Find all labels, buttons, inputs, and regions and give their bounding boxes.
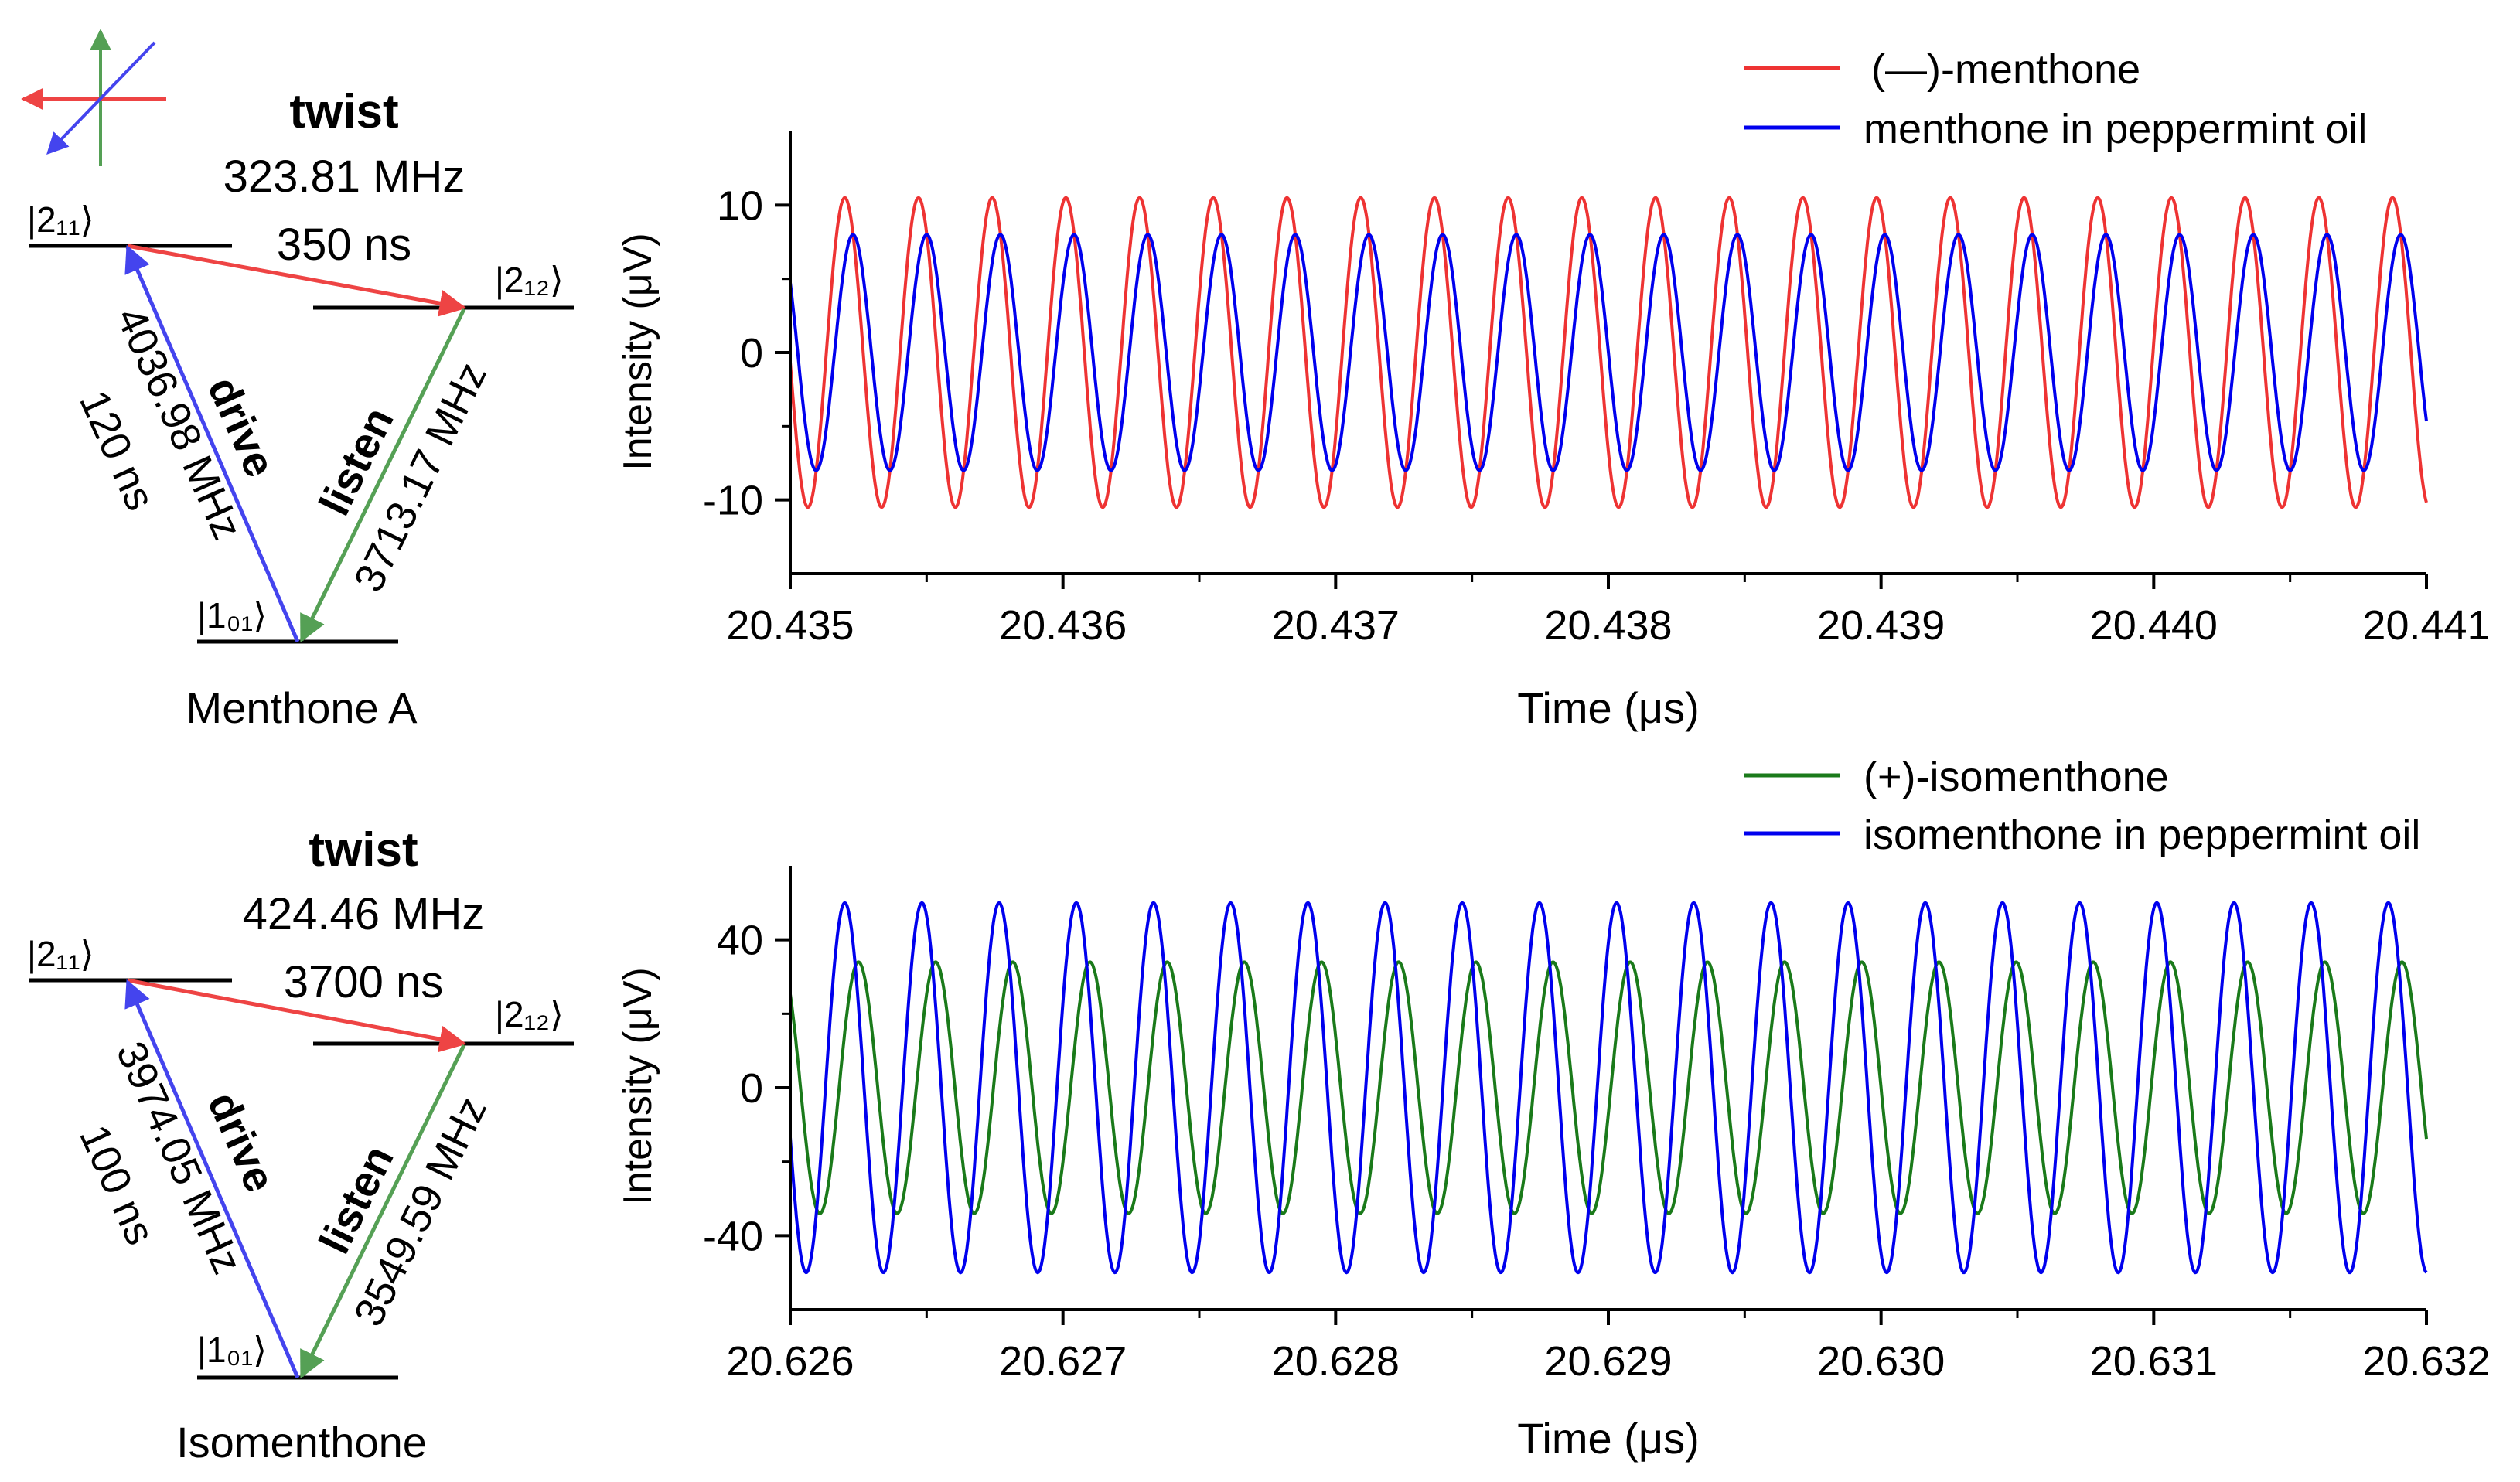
- x-tick-label: 20.440: [2090, 602, 2218, 649]
- x-tick-label: 20.631: [2090, 1338, 2218, 1385]
- axes-orientation-icon: [21, 29, 166, 166]
- y-tick-label: 40: [717, 918, 763, 964]
- y-tick-label: 0: [740, 1065, 763, 1112]
- series-line-0: [789, 196, 2428, 509]
- x-tick-label: 20.438: [1544, 602, 1672, 649]
- chart-isomenthone: 20.626 20.627 20.628 20.629 20.630 20.631 20.6…: [616, 754, 2491, 1463]
- twist-label: twist: [289, 85, 398, 138]
- legend-label-peppermint: isomenthone in peppermint oil: [1864, 812, 2420, 858]
- series-line-1: [789, 901, 2428, 1275]
- molecule-name: Isomenthone: [176, 1418, 427, 1467]
- twist-arrow: [127, 244, 467, 317]
- level-label-top: |2₁₁⟩: [27, 934, 94, 974]
- y-tick-label: -40: [703, 1213, 763, 1259]
- chart-menthone: 20.435 20.436 20.437 20.438 20.439 20.440 20.4…: [616, 46, 2491, 732]
- listen-arrow: [299, 1044, 466, 1379]
- x-tick-label: 20.632: [2362, 1338, 2490, 1385]
- x-tick-label: 20.441: [2362, 602, 2490, 649]
- y-tick-label: 10: [717, 182, 763, 229]
- twist-frequency: 424.46 MHz: [243, 889, 485, 939]
- drive-arrow: [124, 244, 300, 642]
- x-tick-label: 20.436: [999, 602, 1127, 649]
- listen-arrow: [299, 308, 466, 643]
- twist-arrow: [127, 978, 467, 1053]
- legend: (—)-menthone menthone in peppermint oil: [1744, 46, 2367, 152]
- level-label-bottom: |1₀₁⟩: [197, 595, 267, 635]
- twist-time: 3700 ns: [284, 957, 443, 1007]
- twist-label: twist: [309, 823, 418, 877]
- drive-arrow: [124, 979, 300, 1378]
- x-tick-label: 20.626: [726, 1338, 854, 1385]
- chart-series-layer: [789, 196, 2428, 509]
- x-tick-label: 20.435: [726, 602, 854, 649]
- series-line-1: [789, 233, 2428, 472]
- x-axis-label: Time (μs): [1517, 1414, 1699, 1463]
- y-tick-label: 0: [740, 330, 763, 376]
- x-tick-label: 20.630: [1817, 1338, 1945, 1385]
- level-label-mid: |2₁₂⟩: [495, 994, 564, 1034]
- x-tick-label: 20.628: [1272, 1338, 1400, 1385]
- level-label-top: |2₁₁⟩: [27, 199, 94, 240]
- y-tick-label: -10: [703, 478, 763, 524]
- legend-label-isomenthone: (+)-isomenthone: [1864, 754, 2169, 800]
- molecule-name: Menthone A: [186, 683, 418, 732]
- twist-frequency: 323.81 MHz: [223, 152, 465, 202]
- x-tick-label: 20.629: [1544, 1338, 1672, 1385]
- x-tick-label: 20.627: [999, 1338, 1127, 1385]
- energy-diagram-isomenthone: twist 424.46 MHz 3700 ns |2₁₁⟩ |2₁₂⟩ |1₀…: [27, 823, 574, 1467]
- energy-diagram-menthone: twist 323.81 MHz 350 ns |2₁₁⟩ |2₁₂⟩ |1₀₁…: [27, 85, 574, 732]
- y-axis-label: Intensity (μV): [616, 967, 660, 1204]
- chart-series-layer: [789, 901, 2428, 1275]
- x-tick-label: 20.437: [1272, 602, 1400, 649]
- x-axis-label: Time (μs): [1517, 683, 1699, 732]
- y-axis-label: Intensity (μV): [616, 233, 660, 470]
- series-line-0: [789, 960, 2428, 1215]
- twist-time: 350 ns: [277, 220, 411, 270]
- legend-label-peppermint: menthone in peppermint oil: [1864, 106, 2367, 152]
- level-label-bottom: |1₀₁⟩: [197, 1330, 267, 1370]
- x-tick-label: 20.439: [1817, 602, 1945, 649]
- legend-label-menthone: (—)-menthone: [1871, 46, 2140, 93]
- legend: (+)-isomenthone isomenthone in peppermin…: [1744, 754, 2420, 858]
- level-label-mid: |2₁₂⟩: [495, 260, 564, 300]
